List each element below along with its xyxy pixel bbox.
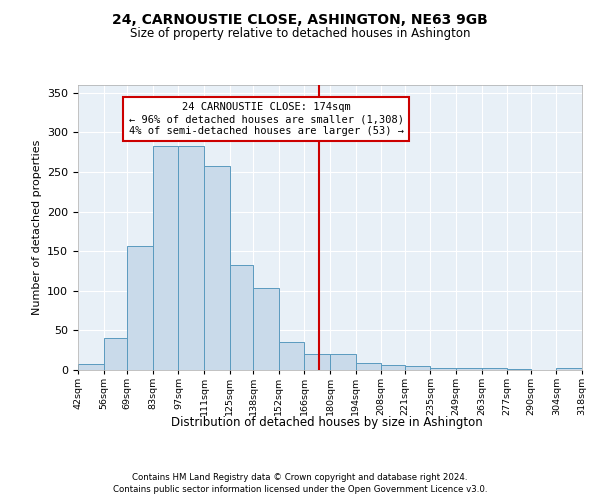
Bar bbox=[507, 369, 531, 370]
Bar bbox=[204, 166, 230, 370]
Bar bbox=[304, 354, 330, 370]
Bar bbox=[430, 368, 456, 370]
Bar bbox=[104, 338, 127, 370]
Bar bbox=[456, 368, 482, 370]
Text: 24 CARNOUSTIE CLOSE: 174sqm
← 96% of detached houses are smaller (1,308)
4% of s: 24 CARNOUSTIE CLOSE: 174sqm ← 96% of det… bbox=[128, 102, 404, 136]
Bar bbox=[153, 146, 178, 370]
Y-axis label: Number of detached properties: Number of detached properties bbox=[32, 140, 41, 315]
Text: Contains public sector information licensed under the Open Government Licence v3: Contains public sector information licen… bbox=[113, 485, 487, 494]
Text: Distribution of detached houses by size in Ashington: Distribution of detached houses by size … bbox=[171, 416, 483, 429]
Text: Size of property relative to detached houses in Ashington: Size of property relative to detached ho… bbox=[130, 28, 470, 40]
Text: Contains HM Land Registry data © Crown copyright and database right 2024.: Contains HM Land Registry data © Crown c… bbox=[132, 472, 468, 482]
Bar bbox=[405, 366, 430, 370]
Bar bbox=[482, 368, 507, 370]
Bar bbox=[279, 342, 304, 370]
Bar bbox=[556, 368, 582, 370]
Bar bbox=[230, 264, 253, 370]
Bar bbox=[381, 365, 405, 370]
Bar bbox=[330, 354, 356, 370]
Bar bbox=[127, 246, 153, 370]
Text: 24, CARNOUSTIE CLOSE, ASHINGTON, NE63 9GB: 24, CARNOUSTIE CLOSE, ASHINGTON, NE63 9G… bbox=[112, 12, 488, 26]
Bar bbox=[356, 363, 381, 370]
Bar bbox=[253, 288, 279, 370]
Bar bbox=[78, 364, 104, 370]
Bar bbox=[178, 146, 204, 370]
